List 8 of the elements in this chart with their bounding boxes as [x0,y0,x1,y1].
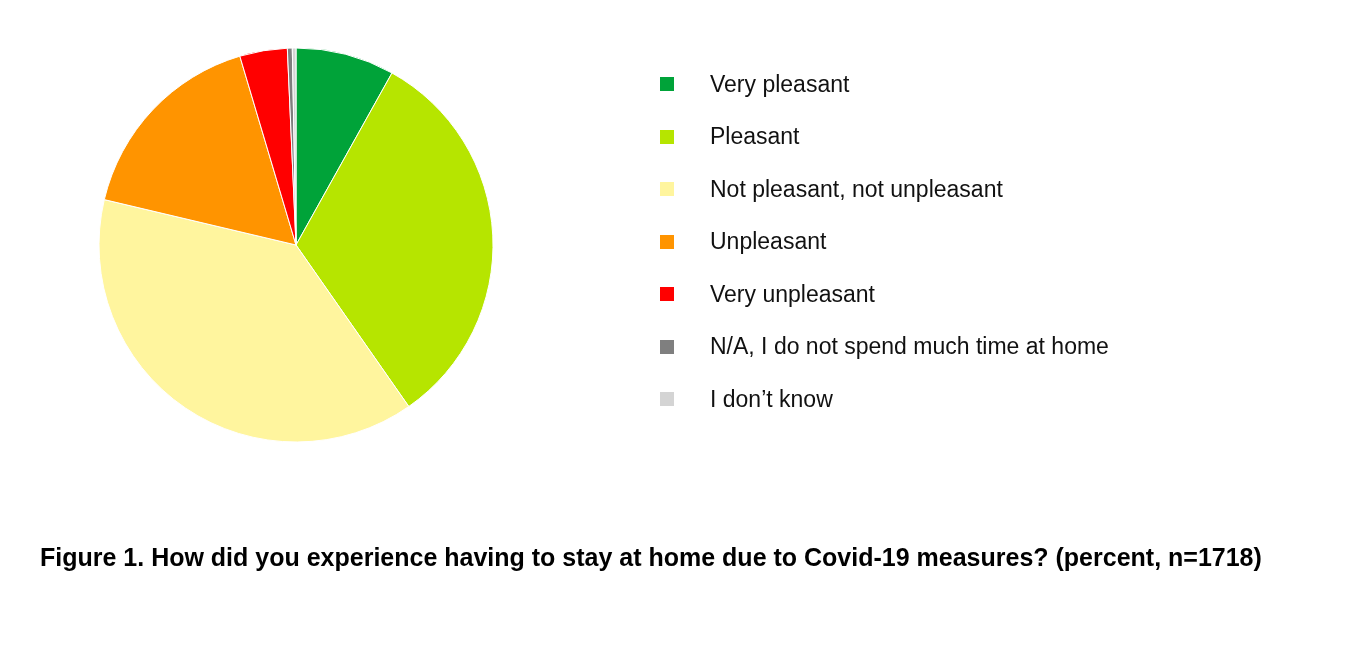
legend-label: I don’t know [710,385,833,413]
legend-label: Very pleasant [710,70,850,98]
legend-label: Pleasant [710,123,800,151]
text: Figure 1. How did you experience having to stay at home due to Covid-19 measures? (percent, n=1718) [40,542,1263,573]
legend-label: Unpleasant [710,228,827,256]
legend-label: Not pleasant, not unpleasant [710,175,1003,203]
legend-label: Very unpleasant [710,280,875,308]
legend-label: N/A, I do not spend much time at home [710,333,1109,361]
